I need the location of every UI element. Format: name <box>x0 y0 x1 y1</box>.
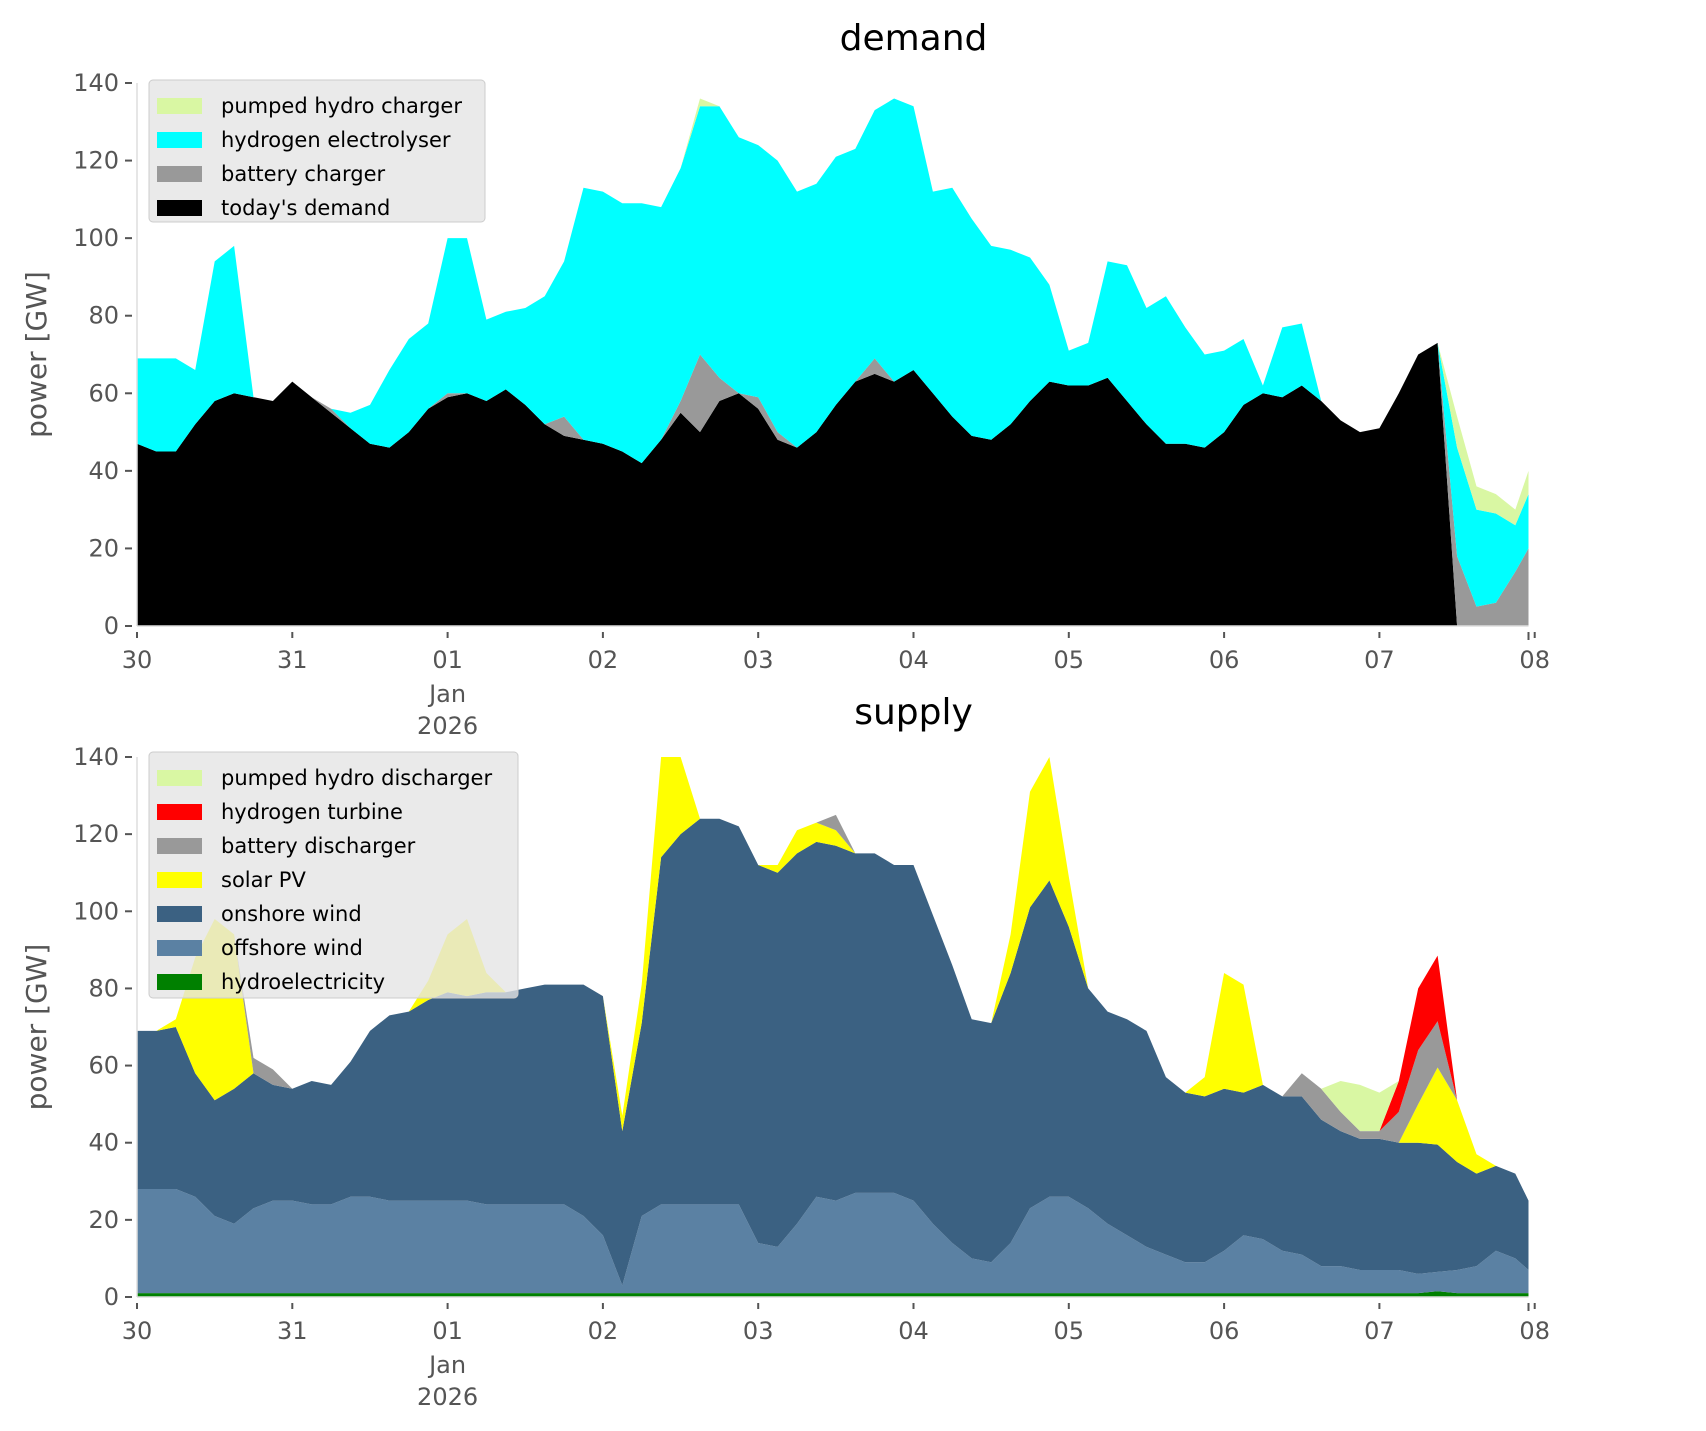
legend-swatch <box>157 132 202 148</box>
y-tick-label: 100 <box>73 897 119 925</box>
legend-label: pumped hydro charger <box>221 94 462 118</box>
series-areas <box>137 98 1529 626</box>
y-tick-label: 0 <box>104 612 119 640</box>
x-tick-label: 03 <box>743 1317 774 1345</box>
legend-label: pumped hydro discharger <box>221 766 492 790</box>
legend-swatch <box>157 906 202 922</box>
legend-label: hydroelectricity <box>221 970 385 994</box>
area-onshore-wind <box>137 818 1529 1286</box>
x-tick-label: 06 <box>1209 1317 1240 1345</box>
x-tick-sublabel: Jan <box>427 680 466 708</box>
area-today-s-demand <box>137 308 1529 626</box>
x-tick-label: 04 <box>898 646 929 674</box>
legend-label: offshore wind <box>221 936 363 960</box>
x-tick-label: 31 <box>277 1317 308 1345</box>
legend-swatch <box>157 838 202 854</box>
legend-swatch <box>157 974 202 990</box>
y-tick-label: 80 <box>88 974 119 1002</box>
x-tick-label: 01 <box>432 646 463 674</box>
x-tick-label: 07 <box>1364 1317 1395 1345</box>
chart-title: demand <box>840 18 988 59</box>
y-tick-label: 40 <box>88 1129 119 1157</box>
area-hydrogen-electrolyser <box>137 98 1529 626</box>
legend-label: hydrogen turbine <box>221 800 403 824</box>
x-tick-label: 06 <box>1209 646 1240 674</box>
y-tick-label: 40 <box>88 457 119 485</box>
legend: pumped hydro discharger hydrogen turbine b… <box>148 751 519 999</box>
legend-swatch <box>157 166 202 182</box>
chart-title: supply <box>854 692 973 733</box>
legend: pumped hydro charger hydrogen electrolyse… <box>148 79 486 223</box>
y-tick-label: 60 <box>88 379 119 407</box>
x-tick-label: 01 <box>432 1317 463 1345</box>
legend-swatch <box>157 872 202 888</box>
y-tick-label: 20 <box>88 1206 119 1234</box>
legend-label: battery discharger <box>221 834 416 858</box>
y-axis-label: power [GW] <box>20 271 53 438</box>
x-tick-sublabel: Jan <box>427 1351 466 1379</box>
y-tick-label: 140 <box>73 69 119 97</box>
legend-swatch <box>157 770 202 786</box>
x-tick-label: 05 <box>1054 646 1085 674</box>
series-areas <box>137 757 1529 1297</box>
x-tick-label: 30 <box>122 646 153 674</box>
y-axis-label: power [GW] <box>20 944 53 1111</box>
area-hydroelectricity <box>137 1289 1529 1297</box>
y-tick-label: 140 <box>73 743 119 771</box>
legend-label: today's demand <box>221 196 390 220</box>
x-tick-label: 02 <box>588 1317 619 1345</box>
x-tick-label: 04 <box>898 1317 929 1345</box>
legend-box <box>148 751 519 999</box>
legend-box <box>148 79 486 223</box>
area-offshore-wind <box>137 1189 1529 1294</box>
x-tick-label: 05 <box>1054 1317 1085 1345</box>
legend-swatch <box>157 940 202 956</box>
x-tick-label: 08 <box>1519 646 1550 674</box>
x-tick-label: 30 <box>122 1317 153 1345</box>
legend-label: onshore wind <box>221 902 362 926</box>
x-tick-label: 07 <box>1364 646 1395 674</box>
y-tick-label: 60 <box>88 1052 119 1080</box>
x-tick-label: 08 <box>1519 1317 1550 1345</box>
x-tick-sublabel: 2026 <box>417 712 478 740</box>
y-tick-label: 120 <box>73 147 119 175</box>
x-tick-label: 31 <box>277 646 308 674</box>
legend-swatch <box>157 200 202 216</box>
y-tick-label: 0 <box>104 1283 119 1311</box>
x-tick-sublabel: 2026 <box>417 1383 478 1411</box>
y-tick-label: 120 <box>73 820 119 848</box>
legend-label: hydrogen electrolyser <box>221 128 451 152</box>
y-tick-label: 80 <box>88 302 119 330</box>
y-tick-label: 100 <box>73 224 119 252</box>
x-tick-label: 03 <box>743 646 774 674</box>
legend-label: battery charger <box>221 162 386 186</box>
legend-swatch <box>157 804 202 820</box>
y-tick-label: 20 <box>88 534 119 562</box>
x-tick-label: 02 <box>588 646 619 674</box>
legend-label: solar PV <box>221 868 306 892</box>
legend-swatch <box>157 98 202 114</box>
